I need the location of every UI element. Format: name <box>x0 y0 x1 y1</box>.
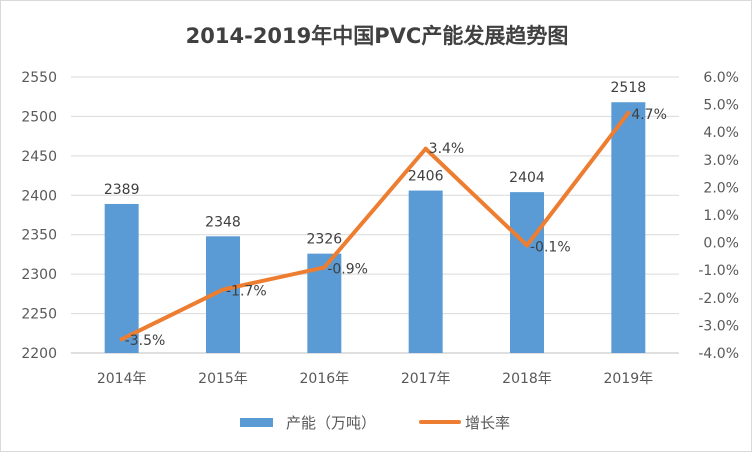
legend-line-label: 增长率 <box>465 414 510 432</box>
legend-bar-swatch <box>240 418 273 427</box>
bar-data-label: 2406 <box>408 169 444 185</box>
growth-rate-line <box>119 110 631 342</box>
bar-data-label: 2404 <box>509 170 545 186</box>
growth-rate-point-2015年 <box>221 287 225 292</box>
growth-rate-point-2018年 <box>525 243 529 248</box>
left-axis-tick: 2550 <box>21 70 57 86</box>
x-axis-tick: 2017年 <box>401 371 451 387</box>
bar-2017年 <box>408 190 443 353</box>
x-axis-tick: 2016年 <box>300 371 350 387</box>
growth-rate-point-2019年 <box>626 110 631 115</box>
right-axis-tick: 2.0% <box>703 180 739 196</box>
line-data-label: 3.4% <box>429 141 465 157</box>
bar-data-label: 2389 <box>104 182 140 198</box>
right-axis-tick: 4.0% <box>703 125 739 141</box>
line-data-label: -3.5% <box>125 333 166 349</box>
bar-data-label: 2518 <box>611 80 647 96</box>
right-axis-tick: 0.0% <box>703 236 739 252</box>
left-axis-tick: 2250 <box>21 307 57 323</box>
x-axis-tick: 2018年 <box>502 371 552 387</box>
legend: 产能（万吨） 增长率 <box>240 414 510 432</box>
right-axis-tick: 3.0% <box>703 153 739 169</box>
bar-2019年 <box>611 102 646 353</box>
chart-title: 2014-2019年中国PVC产能发展趋势图 <box>186 24 569 48</box>
line-data-label: -1.7% <box>226 284 267 300</box>
left-axis-tick: 2350 <box>21 228 57 244</box>
right-axis-tick: 5.0% <box>703 98 739 114</box>
line-data-label: -0.9% <box>327 261 368 277</box>
right-axis-tick: -4.0% <box>698 346 739 362</box>
left-axis-tick: 2500 <box>21 109 57 125</box>
right-axis-tick: -3.0% <box>698 318 739 334</box>
growth-rate-point-2017年 <box>423 146 428 151</box>
right-axis-tick: -2.0% <box>698 291 739 307</box>
x-axis-tick: 2019年 <box>604 371 654 387</box>
right-axis-tick: 1.0% <box>703 208 739 224</box>
left-axis-tick: 2400 <box>21 188 57 204</box>
growth-rate-point-2016年 <box>322 265 327 270</box>
bar-2018年 <box>510 192 544 353</box>
bar-2014年 <box>104 203 139 353</box>
line-data-label: -0.1% <box>530 239 571 255</box>
right-axis-tick: -1.0% <box>698 263 739 279</box>
bar-data-label: 2326 <box>307 232 343 248</box>
legend-bar-label: 产能（万吨） <box>286 414 376 432</box>
x-axis-tick: 2014年 <box>97 371 147 387</box>
bar-data-label: 2348 <box>205 214 241 230</box>
growth-rate-point-2014年 <box>119 337 124 342</box>
line-data-label: 4.7% <box>631 107 667 123</box>
right-axis-tick: 6.0% <box>703 70 739 86</box>
x-axis-tick: 2015年 <box>198 371 248 387</box>
left-axis-tick: 2300 <box>21 267 57 283</box>
left-axis-tick: 2200 <box>21 346 57 362</box>
left-axis-tick: 2450 <box>21 149 57 165</box>
